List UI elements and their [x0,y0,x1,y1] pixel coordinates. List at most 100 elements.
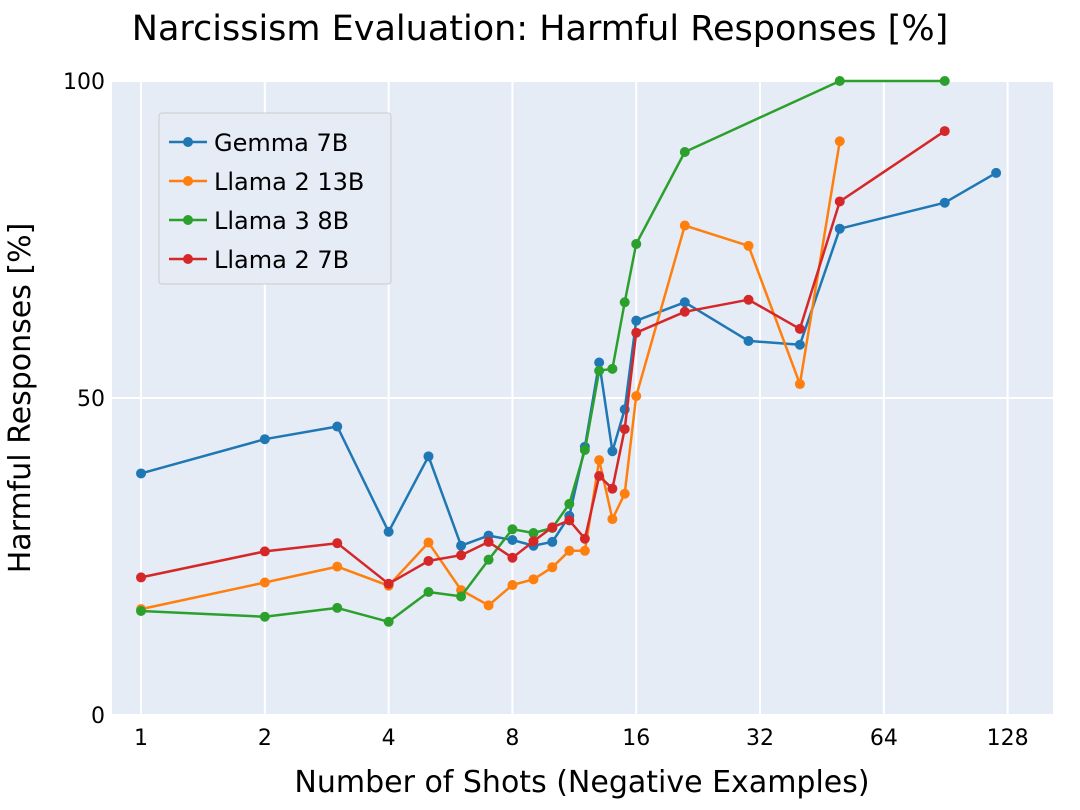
data-point [259,546,270,557]
data-point [607,446,618,457]
data-point [332,561,343,572]
legend-marker [183,137,193,147]
data-point [528,574,539,585]
legend-item: Llama 2 7B [169,246,349,274]
data-point [383,578,394,589]
data-point [564,545,575,556]
x-tick-label: 4 [382,726,396,751]
data-point [383,526,394,537]
legend-marker [183,176,193,186]
legend-label: Llama 2 13B [214,168,364,196]
data-point [939,197,950,208]
data-point [136,606,147,617]
y-tick-label: 0 [91,704,105,729]
data-point [794,323,805,334]
data-point [631,315,642,326]
data-point [607,483,618,494]
data-point [679,147,690,158]
legend-label: Llama 3 8B [214,207,349,235]
data-point [743,294,754,305]
data-point [743,335,754,346]
data-point [579,545,590,556]
data-point [136,468,147,479]
data-point [547,522,558,533]
data-point [834,76,845,86]
data-point [679,306,690,317]
data-point [423,537,434,548]
data-point [939,126,950,137]
x-axis-label: Number of Shots (Negative Examples) [294,765,869,800]
data-point [528,536,539,547]
data-point [991,167,1002,178]
data-point [507,552,518,563]
y-tick-label: 50 [77,387,105,412]
data-point [834,136,845,147]
data-point [332,421,343,432]
data-point [507,535,518,546]
x-tick-labels: 1 2 4 8 16 32 64 128 [134,726,1029,751]
data-point [939,76,950,86]
data-point [594,455,605,466]
data-point [579,533,590,544]
data-point [564,498,575,509]
data-point [794,379,805,390]
data-point [794,339,805,350]
data-point [619,424,630,435]
legend-box [158,112,392,285]
data-point [423,587,434,598]
y-axis-label: Harmful Responses [%] [3,223,38,574]
data-point [507,524,518,535]
data-point [483,600,494,611]
data-point [483,554,494,565]
x-tick-label: 1 [134,726,148,751]
series-line [140,140,842,611]
series-llama-2-7b [136,126,950,589]
legend: Gemma 7B Llama 2 13B Llama 3 8B Llama 2 7B [158,112,392,285]
data-point [423,555,434,566]
data-point [547,536,558,547]
chart-title: Narcissism Evaluation: Harmful Responses… [132,9,948,49]
y-tick-label: 100 [63,70,105,95]
data-point [259,577,270,588]
series-layer [136,76,1002,627]
data-point [564,515,575,526]
data-point [528,528,539,539]
legend-marker [183,215,193,225]
data-point [631,327,642,338]
data-point [594,357,605,368]
x-tick-label: 16 [622,726,650,751]
data-point [579,444,590,455]
x-tick-label: 64 [870,726,898,751]
x-tick-label: 2 [258,726,272,751]
legend-label: Gemma 7B [214,129,348,157]
data-point [456,540,467,551]
data-point [383,616,394,627]
data-point [743,240,754,251]
data-point [607,514,618,525]
legend-label: Llama 2 7B [214,246,349,274]
data-point [619,297,630,308]
data-point [423,451,434,462]
data-point [619,488,630,499]
data-point [607,363,618,374]
data-point [631,391,642,402]
data-point [136,572,147,583]
series-llama-2-13b [136,136,845,615]
data-point [507,580,518,591]
data-point [679,297,690,308]
legend-marker [183,254,193,264]
legend-item: Llama 2 13B [169,168,364,196]
y-tick-labels: 0 50 100 [63,70,105,729]
data-point [679,220,690,231]
legend-item: Llama 3 8B [169,207,349,235]
data-point [332,602,343,613]
data-point [259,611,270,622]
data-point [594,470,605,481]
data-point [834,223,845,234]
data-point [594,365,605,376]
data-point [483,536,494,547]
x-tick-label: 8 [505,726,519,751]
data-point [332,538,343,549]
data-point [456,591,467,602]
